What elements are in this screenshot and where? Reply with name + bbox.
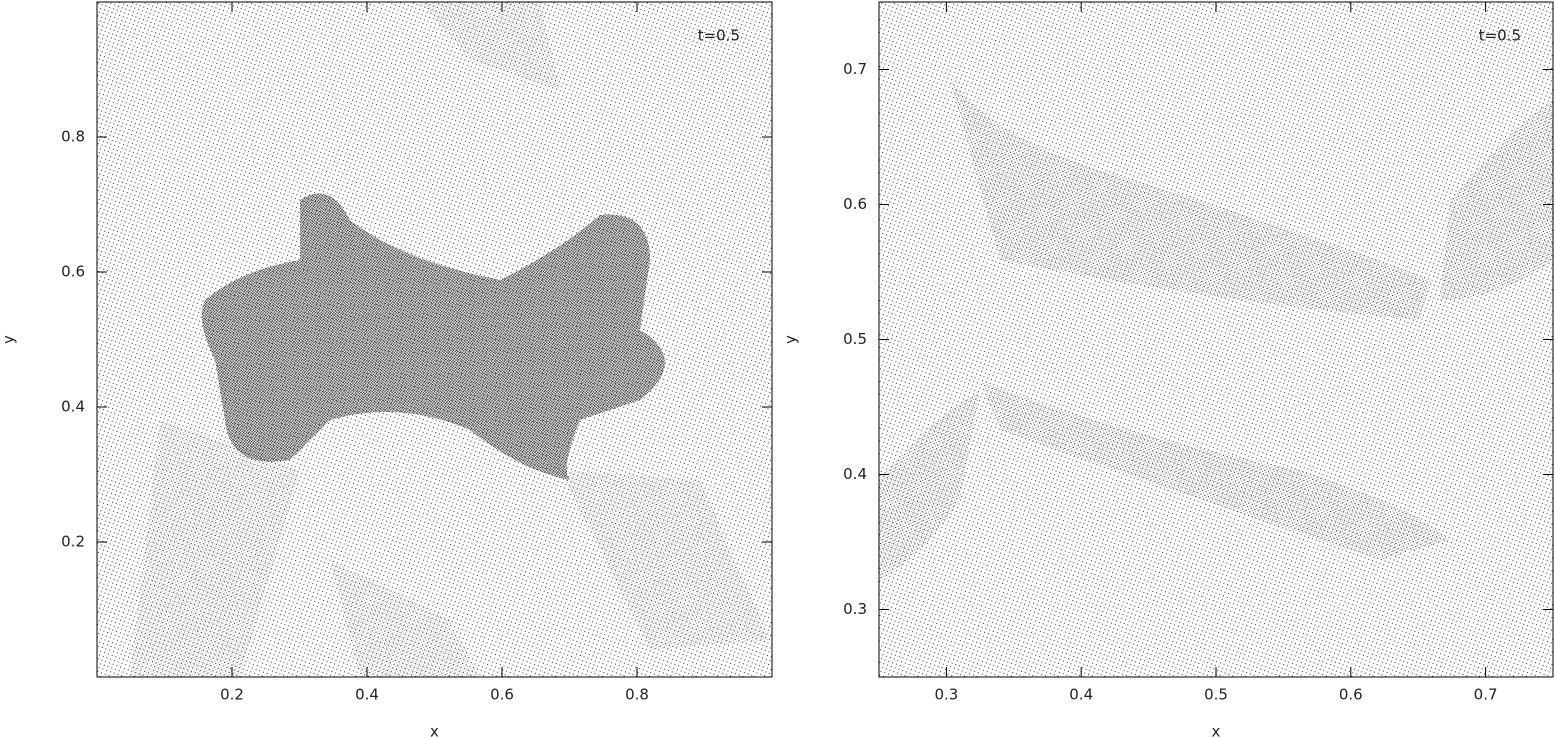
x-tick-label: 0.6 [1339, 686, 1363, 704]
y-tick-label: 0.4 [61, 398, 85, 416]
y-tick-label: 0.6 [61, 263, 85, 281]
y-tick-label: 0.7 [843, 60, 867, 78]
plot-frame [96, 1, 773, 678]
x-tick-label: 0.5 [1204, 686, 1228, 704]
y-tick-label: 0.2 [61, 533, 85, 551]
x-tick-label: 0.8 [625, 686, 649, 704]
x-axis-label: x [1212, 723, 1221, 738]
particle-field [97, 2, 772, 677]
y-axis-label: y [782, 335, 800, 344]
y-axis-label: y [0, 335, 18, 344]
x-tick-label: 0.3 [934, 686, 958, 704]
x-axis-label: x [430, 723, 439, 738]
annotation: t=0.5 [1479, 27, 1521, 45]
annotation: t=0.5 [698, 27, 740, 45]
x-tick-label: 0.4 [355, 686, 379, 704]
x-tick-label: 0.4 [1069, 686, 1093, 704]
particle-field [879, 2, 1553, 677]
y-tick-label: 0.4 [843, 465, 867, 483]
y-tick-label: 0.6 [843, 195, 867, 213]
y-tick-label: 0.5 [843, 330, 867, 348]
x-tick-label: 0.6 [490, 686, 514, 704]
y-tick-label: 0.8 [61, 128, 85, 146]
y-tick-label: 0.3 [843, 600, 867, 618]
x-tick-label: 0.7 [1474, 686, 1498, 704]
x-tick-label: 0.2 [220, 686, 244, 704]
